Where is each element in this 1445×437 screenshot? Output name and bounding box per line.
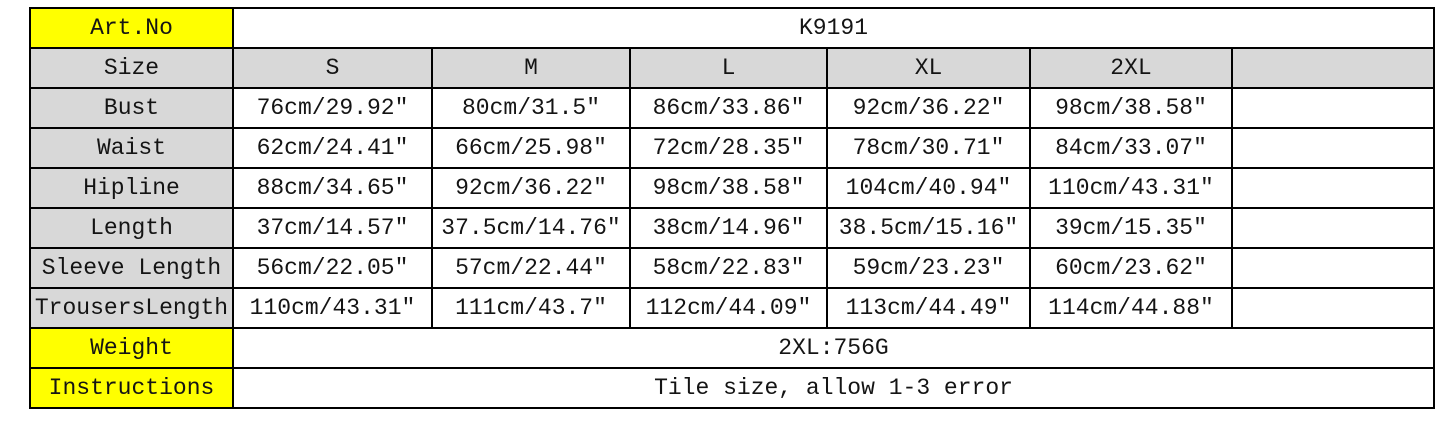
bust-value-m: 80cm/31.5″ bbox=[431, 87, 631, 129]
hipline-value-s: 88cm/34.65″ bbox=[232, 167, 433, 209]
waist-value-empty bbox=[1230, 127, 1436, 169]
length-value-xl: 38.5cm/15.16″ bbox=[826, 207, 1031, 249]
hipline-value-m: 92cm/36.22″ bbox=[431, 167, 631, 209]
trousers-length-value-empty bbox=[1230, 287, 1436, 329]
size-chart-table: Art.No K9191 Size S M L XL 2XL Bust 76cm… bbox=[29, 7, 1436, 409]
size-cell-l: L bbox=[629, 47, 828, 89]
weight-label-cell: Weight bbox=[29, 327, 234, 369]
table-row-waist: Waist 62cm/24.41″ 66cm/25.98″ 72cm/28.35… bbox=[29, 127, 1436, 169]
table-row-art-no: Art.No K9191 bbox=[29, 7, 1436, 49]
bust-value-xl: 92cm/36.22″ bbox=[826, 87, 1031, 129]
instructions-value-cell: Tile size, allow 1-3 error bbox=[231, 367, 1436, 409]
trousers-length-value-l: 112cm/44.09″ bbox=[629, 287, 828, 329]
size-cell-2xl: 2XL bbox=[1029, 47, 1233, 89]
sleeve-length-value-l: 58cm/22.83″ bbox=[629, 247, 828, 289]
table-row-size-header: Size S M L XL 2XL bbox=[29, 47, 1436, 89]
table-row-sleeve-length: Sleeve Length 56cm/22.05″ 57cm/22.44″ 58… bbox=[29, 247, 1436, 289]
bust-value-s: 76cm/29.92″ bbox=[232, 87, 433, 129]
size-cell-empty bbox=[1230, 47, 1436, 89]
hipline-value-l: 98cm/38.58″ bbox=[629, 167, 828, 209]
length-value-l: 38cm/14.96″ bbox=[629, 207, 828, 249]
length-value-2xl: 39cm/15.35″ bbox=[1029, 207, 1233, 249]
bust-value-empty bbox=[1230, 87, 1436, 129]
table-row-hipline: Hipline 88cm/34.65″ 92cm/36.22″ 98cm/38.… bbox=[29, 167, 1436, 209]
sleeve-length-value-empty bbox=[1230, 247, 1436, 289]
table-row-weight: Weight 2XL:756G bbox=[29, 327, 1436, 369]
length-value-s: 37cm/14.57″ bbox=[232, 207, 433, 249]
size-label-cell: Size bbox=[29, 47, 234, 89]
trousers-length-label-cell: TrousersLength bbox=[29, 287, 234, 329]
waist-value-l: 72cm/28.35″ bbox=[629, 127, 828, 169]
sleeve-length-value-m: 57cm/22.44″ bbox=[431, 247, 631, 289]
table-row-bust: Bust 76cm/29.92″ 80cm/31.5″ 86cm/33.86″ … bbox=[29, 87, 1436, 129]
hipline-value-xl: 104cm/40.94″ bbox=[826, 167, 1031, 209]
size-cell-m: M bbox=[431, 47, 631, 89]
waist-value-s: 62cm/24.41″ bbox=[232, 127, 433, 169]
sleeve-length-value-s: 56cm/22.05″ bbox=[232, 247, 433, 289]
instructions-label-cell: Instructions bbox=[29, 367, 234, 409]
hipline-value-empty bbox=[1230, 167, 1436, 209]
size-cell-s: S bbox=[232, 47, 433, 89]
length-value-m: 37.5cm/14.76″ bbox=[431, 207, 631, 249]
trousers-length-value-xl: 113cm/44.49″ bbox=[826, 287, 1031, 329]
trousers-length-value-2xl: 114cm/44.88″ bbox=[1029, 287, 1233, 329]
art-no-label-cell: Art.No bbox=[29, 7, 234, 49]
sleeve-length-value-2xl: 60cm/23.62″ bbox=[1029, 247, 1233, 289]
trousers-length-value-s: 110cm/43.31″ bbox=[232, 287, 433, 329]
table-row-trousers-length: TrousersLength 110cm/43.31″ 111cm/43.7″ … bbox=[29, 287, 1436, 329]
sleeve-length-value-xl: 59cm/23.23″ bbox=[826, 247, 1031, 289]
length-value-empty bbox=[1230, 207, 1436, 249]
table-row-length: Length 37cm/14.57″ 37.5cm/14.76″ 38cm/14… bbox=[29, 207, 1436, 249]
hipline-value-2xl: 110cm/43.31″ bbox=[1029, 167, 1233, 209]
bust-value-l: 86cm/33.86″ bbox=[629, 87, 828, 129]
hipline-label-cell: Hipline bbox=[29, 167, 234, 209]
size-cell-xl: XL bbox=[826, 47, 1031, 89]
art-no-value-cell: K9191 bbox=[231, 7, 1436, 49]
sleeve-length-label-cell: Sleeve Length bbox=[29, 247, 234, 289]
bust-value-2xl: 98cm/38.58″ bbox=[1029, 87, 1233, 129]
table-row-instructions: Instructions Tile size, allow 1-3 error bbox=[29, 367, 1436, 409]
weight-value-cell: 2XL:756G bbox=[231, 327, 1436, 369]
bust-label-cell: Bust bbox=[29, 87, 234, 129]
length-label-cell: Length bbox=[29, 207, 234, 249]
waist-label-cell: Waist bbox=[29, 127, 234, 169]
waist-value-xl: 78cm/30.71″ bbox=[826, 127, 1031, 169]
waist-value-2xl: 84cm/33.07″ bbox=[1029, 127, 1233, 169]
trousers-length-value-m: 111cm/43.7″ bbox=[431, 287, 631, 329]
waist-value-m: 66cm/25.98″ bbox=[431, 127, 631, 169]
